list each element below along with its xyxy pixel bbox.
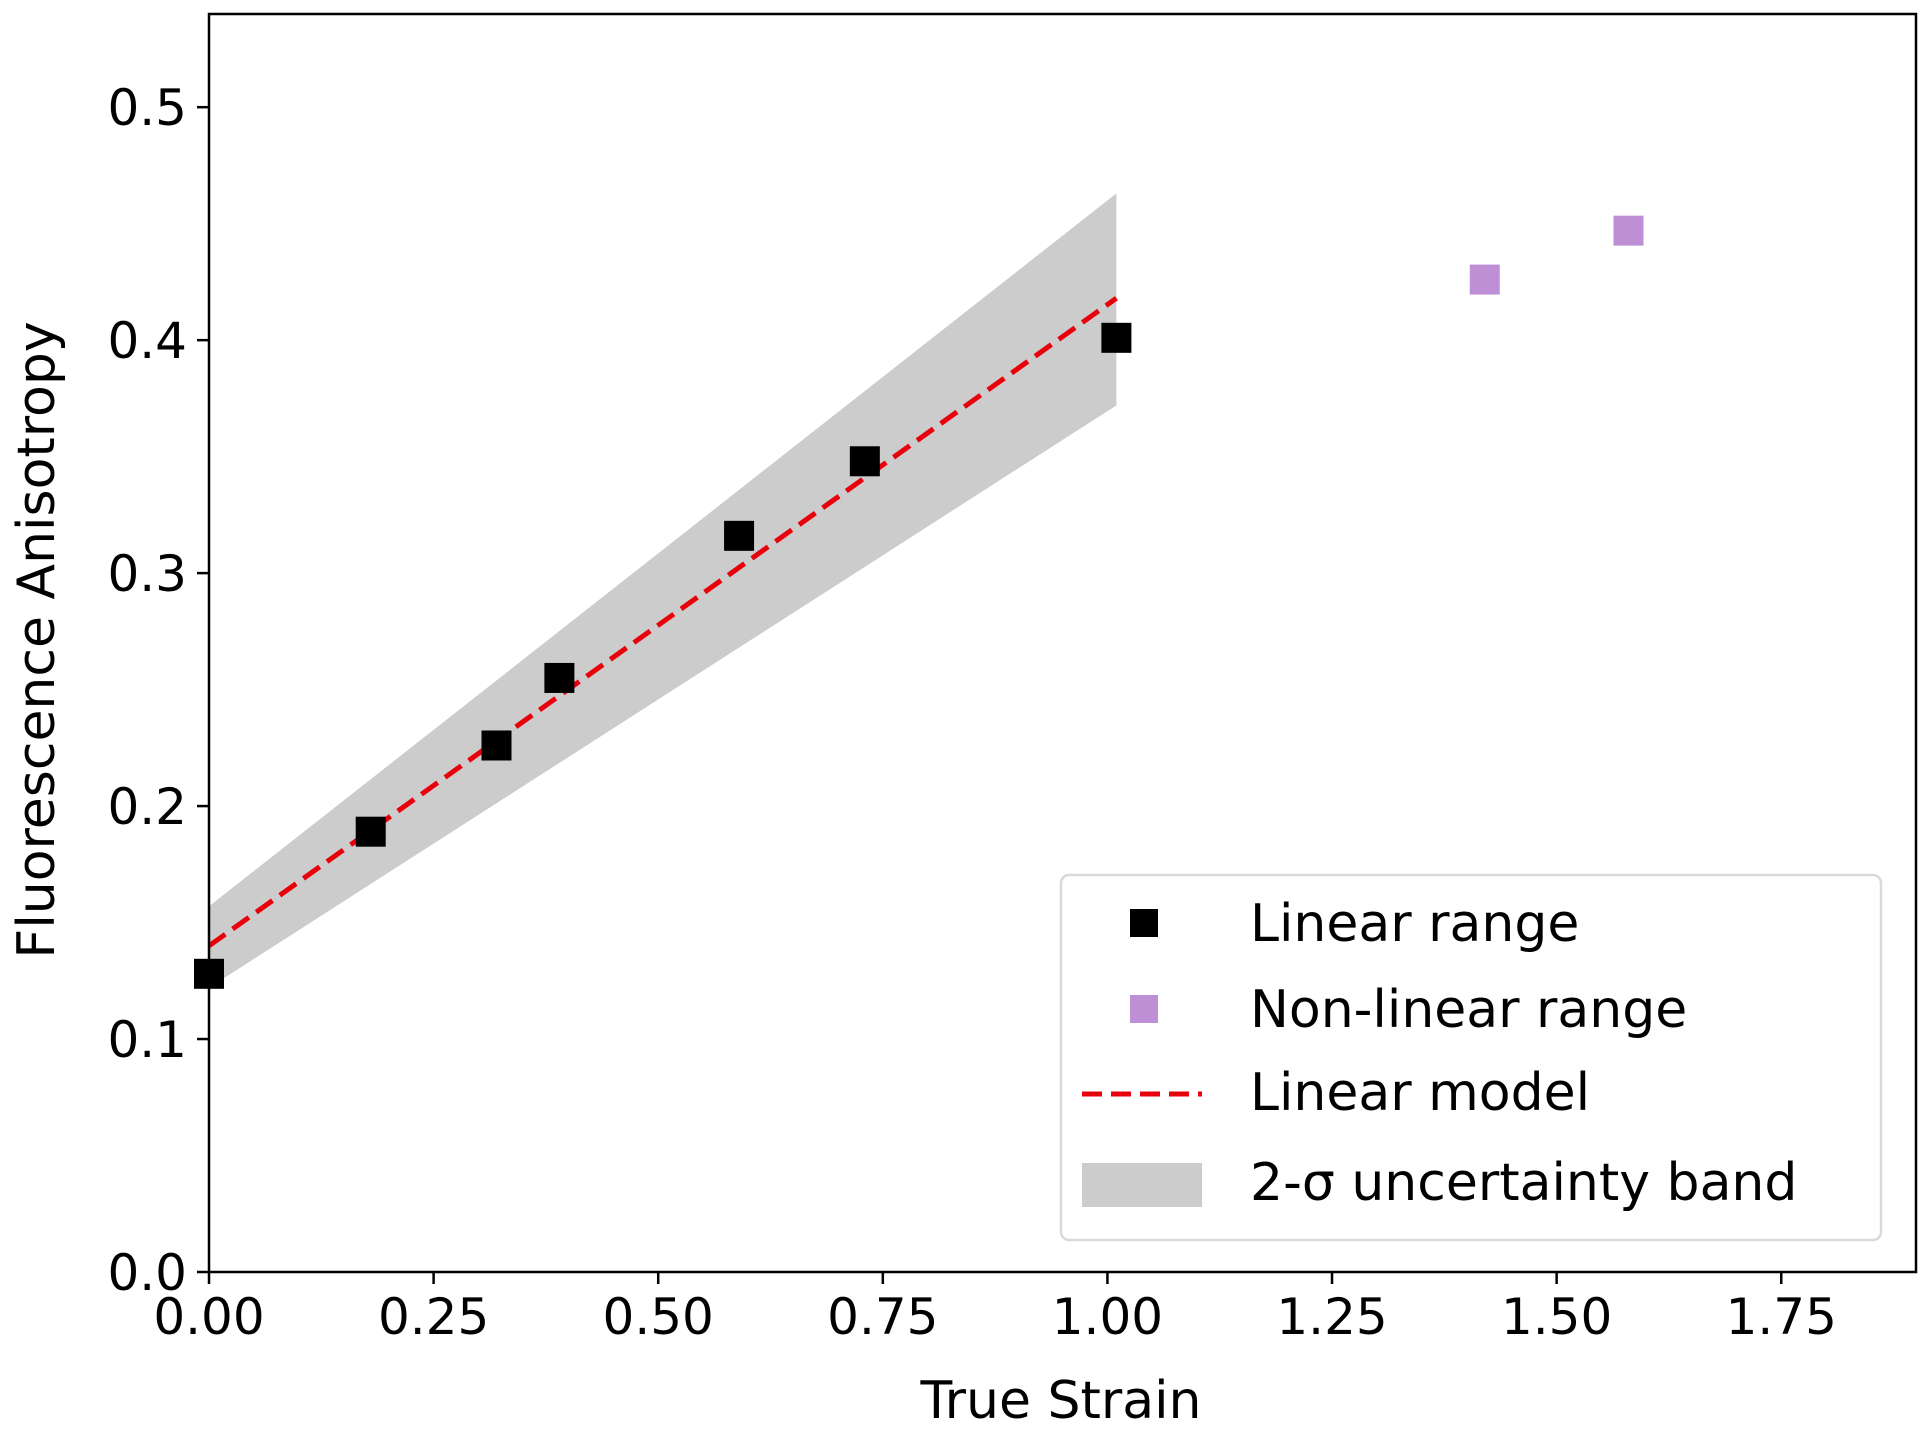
x-tick-label: 0.25 [378,1288,489,1346]
legend-box [1059,873,1883,1242]
y-axis-ticks: 0.0 0.1 0.2 0.3 0.4 0.5 [107,79,209,1302]
y-axis-label: Fluorescence Anisotropy [7,321,67,958]
marker-linear-range-1 [355,816,386,847]
plot-area [194,193,1644,989]
y-tick-label: 0.0 [107,1244,187,1302]
x-tick-label: 1.75 [1726,1288,1837,1346]
x-tick-label: 0.50 [603,1288,714,1346]
x-axis-label: True Strain [919,1371,1201,1431]
legend-label-linear-range: Linear range [1250,894,1579,954]
x-tick-label: 1.25 [1276,1288,1387,1346]
y-tick-label: 0.1 [107,1011,187,1069]
y-tick-label: 0.2 [107,778,187,836]
y-tick-label: 0.4 [107,312,187,370]
x-tick-label: 0.75 [827,1288,938,1346]
marker-linear-range-4 [724,520,755,551]
legend-label-uncertainty-band: 2-σ uncertainty band [1250,1153,1797,1213]
x-tick-label: 0.00 [153,1288,264,1346]
y-tick-label: 0.3 [107,545,187,603]
marker-linear-range-3 [544,662,575,693]
x-tick-label: 1.00 [1052,1288,1163,1346]
x-tick-label: 1.50 [1501,1288,1612,1346]
legend-swatch-non-linear-range [1130,995,1158,1023]
marker-linear-range-5 [849,446,880,477]
legend-swatch-uncertainty-band [1082,1163,1202,1207]
x-axis-ticks: 0.00 0.25 0.50 0.75 1.00 1.25 1.50 1.75 [153,1272,1837,1346]
legend: Linear range Non-linear range Linear mod… [1059,873,1883,1242]
y-tick-label: 0.5 [107,79,187,137]
uncertainty-band [209,193,1117,988]
legend-label-non-linear-range: Non-linear range [1250,980,1687,1040]
marker-linear-range-2 [481,730,512,761]
marker-linear-range-6 [1101,322,1132,353]
marker-non-linear-range-0 [1469,264,1500,295]
data-markers [194,215,1644,989]
legend-swatch-linear-range [1130,909,1158,937]
marker-non-linear-range-1 [1613,215,1644,246]
axes-frame [207,12,1918,1274]
legend-label-linear-model: Linear model [1250,1063,1590,1123]
